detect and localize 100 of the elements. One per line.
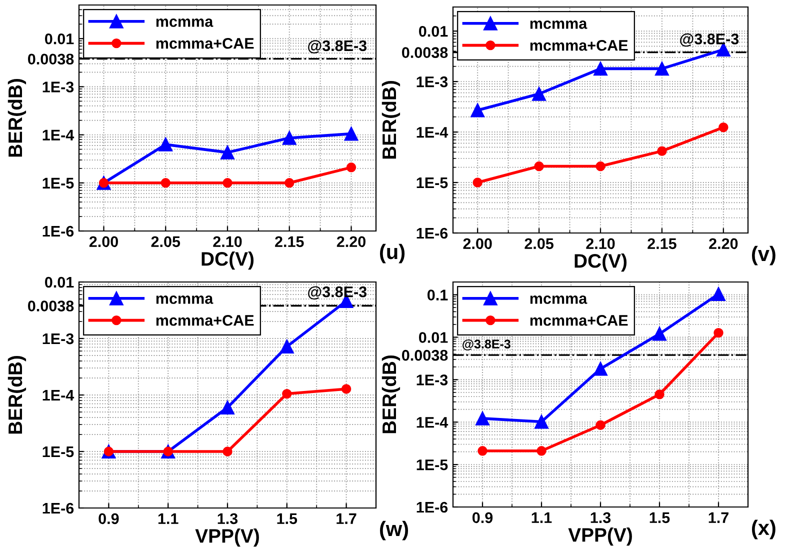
y-tick-label: 1E-4 bbox=[42, 390, 74, 401]
text: (u) bbox=[380, 244, 405, 264]
point bbox=[470, 103, 485, 118]
y-tick-label: 0.01 bbox=[45, 276, 74, 288]
point bbox=[654, 390, 664, 400]
x-axis-title: DC(V) bbox=[202, 251, 254, 270]
y-tick-label: 1E-5 bbox=[42, 178, 74, 189]
point bbox=[652, 326, 666, 341]
point bbox=[534, 161, 544, 172]
legend-label: mcmma bbox=[530, 296, 588, 304]
y-tick-label: 0.01 bbox=[45, 33, 74, 44]
x-tick-label: 2.05 bbox=[151, 236, 180, 248]
ref-line-label: @3.8E-3 bbox=[308, 286, 367, 300]
y-tick-label: 0.0038 bbox=[402, 47, 448, 58]
x-tick-label: 1.3 bbox=[590, 512, 611, 524]
y-tick-label: 0.0038 bbox=[28, 54, 74, 65]
x-axis-title: VPP(V) bbox=[568, 527, 632, 546]
y-tick-label: 1E-4 bbox=[416, 127, 448, 138]
point bbox=[596, 420, 606, 430]
y-axis-title: BER(dB) bbox=[382, 81, 400, 159]
text: (w) bbox=[380, 520, 408, 540]
point bbox=[280, 340, 294, 354]
point bbox=[657, 146, 667, 156]
y-tick-label: 1E-5 bbox=[42, 446, 74, 458]
point bbox=[346, 162, 356, 172]
point bbox=[220, 400, 234, 414]
x-tick-label: 2.05 bbox=[524, 238, 554, 250]
x-axis-title: VPP(V) bbox=[195, 528, 259, 547]
y-axis-title: BER(dB) bbox=[8, 79, 26, 157]
x-tick-label: 1.1 bbox=[158, 513, 178, 524]
y-tick-label: 1E-6 bbox=[42, 502, 74, 514]
y-axis-title: BER(dB) bbox=[382, 356, 400, 434]
y-tick-label: 1E-4 bbox=[416, 417, 448, 428]
y-tick-label: 0.01 bbox=[419, 26, 448, 37]
x-tick-label: 0.9 bbox=[98, 513, 119, 524]
y-tick-label: 1E-6 bbox=[42, 226, 74, 237]
y-tick-label: 0.0038 bbox=[402, 350, 448, 361]
x-tick-label: 2.20 bbox=[709, 238, 738, 250]
ref-line-label: @3.8E-3 bbox=[680, 33, 739, 47]
y-tick-label: 1E-6 bbox=[416, 228, 448, 239]
legend-label: mcmma bbox=[156, 296, 214, 304]
point bbox=[222, 446, 232, 456]
point bbox=[655, 62, 669, 76]
y-tick-label: 1E-4 bbox=[42, 130, 74, 140]
y-tick-label: 1E-6 bbox=[416, 502, 448, 513]
x-tick-label: 2.00 bbox=[463, 238, 492, 250]
legend-label: mcmma+CAE bbox=[530, 40, 628, 51]
legend-label: mcmma bbox=[156, 18, 214, 27]
ref-line-label: @3.8E-3 bbox=[308, 40, 367, 54]
point bbox=[476, 412, 490, 426]
x-tick-label: 2.00 bbox=[89, 236, 118, 248]
point bbox=[160, 178, 170, 188]
x-tick-label: 1.5 bbox=[277, 513, 298, 524]
y-tick-label: 0.1 bbox=[428, 290, 448, 300]
point bbox=[284, 178, 294, 188]
point bbox=[596, 161, 606, 172]
point bbox=[282, 131, 296, 145]
y-tick-label: 1E-3 bbox=[42, 333, 74, 344]
x-tick-label: 2.15 bbox=[275, 236, 304, 248]
y-tick-label: 1E-3 bbox=[416, 76, 448, 88]
point bbox=[341, 384, 352, 394]
x-tick-label: 1.7 bbox=[336, 513, 356, 524]
x-tick-label: 2.10 bbox=[586, 238, 615, 250]
point bbox=[594, 62, 608, 76]
point bbox=[712, 287, 726, 301]
y-axis-title: BER(dB) bbox=[8, 356, 26, 434]
point bbox=[158, 138, 173, 152]
legend-label: mcmma bbox=[530, 20, 588, 29]
y-tick-label: 1E-3 bbox=[416, 374, 448, 386]
ref-line-label: @3.8E-3 bbox=[462, 339, 510, 350]
legend-label: mcmma+CAE bbox=[156, 38, 254, 49]
x-axis-title: DC(V) bbox=[574, 253, 627, 272]
point bbox=[344, 126, 358, 141]
text: (x) bbox=[752, 520, 776, 540]
point bbox=[532, 86, 546, 101]
legend-label: mcmma+CAE bbox=[530, 314, 628, 326]
x-tick-label: 2.10 bbox=[213, 236, 242, 248]
point bbox=[222, 178, 232, 188]
y-tick-label: 0.0038 bbox=[28, 300, 74, 312]
x-tick-label: 1.7 bbox=[708, 512, 728, 523]
point bbox=[282, 388, 292, 399]
x-tick-label: 2.15 bbox=[648, 238, 676, 250]
point bbox=[714, 328, 724, 338]
y-tick-label: 0.01 bbox=[419, 332, 448, 343]
x-tick-label: 1.1 bbox=[532, 512, 552, 523]
text: (v) bbox=[752, 246, 776, 266]
point bbox=[220, 145, 234, 160]
point bbox=[594, 362, 608, 376]
x-tick-label: 2.20 bbox=[336, 236, 366, 248]
point bbox=[718, 122, 728, 132]
point bbox=[472, 178, 482, 188]
x-tick-label: 1.3 bbox=[218, 513, 238, 524]
point bbox=[478, 446, 488, 456]
x-tick-label: 1.5 bbox=[650, 512, 670, 524]
point bbox=[534, 414, 548, 429]
y-tick-label: 1E-3 bbox=[42, 82, 74, 92]
legend-label: mcmma+CAE bbox=[156, 314, 254, 326]
point bbox=[536, 446, 546, 456]
y-tick-label: 1E-5 bbox=[416, 178, 448, 188]
x-tick-label: 0.9 bbox=[472, 512, 493, 524]
